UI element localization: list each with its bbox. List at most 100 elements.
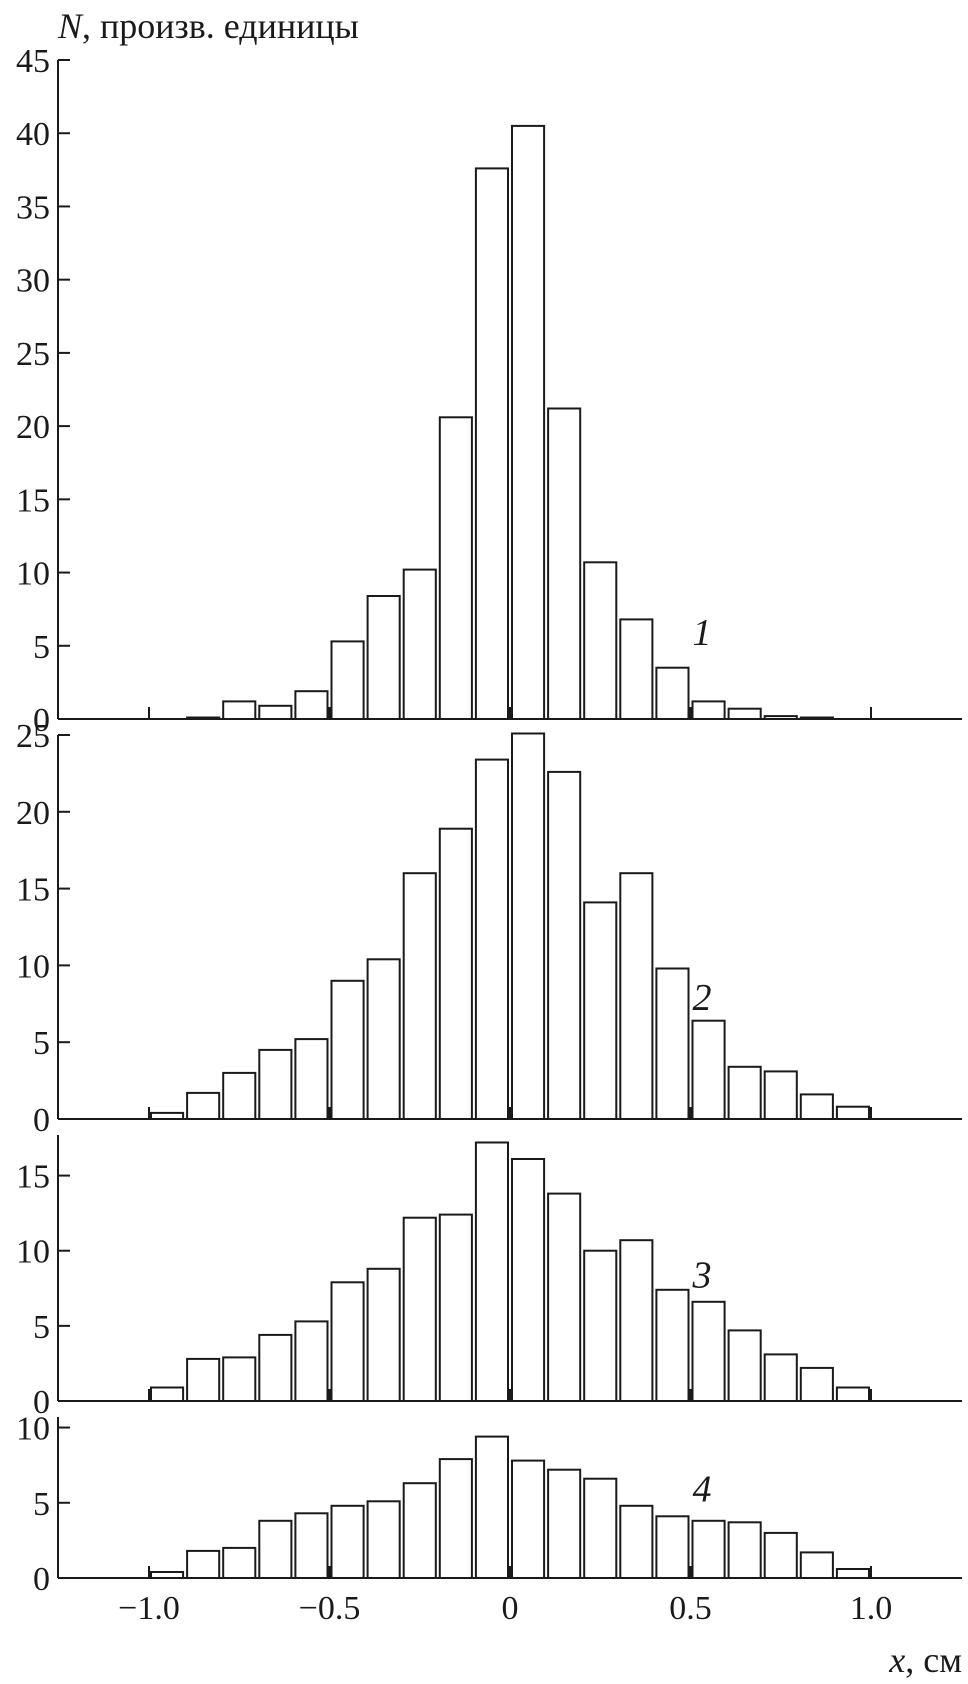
y-tick-label: 0 — [33, 702, 50, 739]
bar — [583, 1477, 618, 1579]
histogram-panel-3: 0 5 10 15 3 — [16, 1135, 962, 1421]
bar — [511, 1459, 546, 1579]
bar — [799, 1366, 834, 1403]
bar — [547, 770, 582, 1121]
y-tick-label: 25 — [16, 336, 50, 373]
y-tick-label: 0 — [33, 1102, 50, 1139]
bar — [402, 872, 437, 1121]
bar — [619, 1239, 654, 1402]
y-tick-label: 10 — [16, 1411, 50, 1448]
bar — [619, 872, 654, 1121]
y-tick-label: 15 — [16, 872, 50, 909]
x-axis-title: x, см — [888, 1640, 962, 1680]
bar — [294, 1512, 329, 1580]
curve-label: 2 — [693, 977, 712, 1019]
bar — [258, 1048, 293, 1121]
bar — [402, 1482, 437, 1579]
bar — [330, 640, 365, 721]
bar — [727, 1065, 762, 1121]
bar — [474, 167, 509, 720]
bar — [294, 690, 329, 721]
bar — [366, 1267, 401, 1403]
bar — [402, 1216, 437, 1402]
y-axis-units: , произв. единицы — [82, 6, 359, 46]
bar — [186, 1091, 221, 1121]
y-tick-label: 35 — [16, 189, 50, 226]
bar — [511, 124, 546, 720]
bar — [691, 700, 726, 721]
x-tick-label: −0.5 — [299, 1590, 361, 1627]
bar — [186, 1357, 221, 1403]
bar — [474, 1435, 509, 1579]
y-tick-label: 10 — [16, 556, 50, 593]
y-tick-label: 0 — [33, 1561, 50, 1598]
y-tick-label: 15 — [16, 1159, 50, 1196]
bar — [330, 979, 365, 1120]
y-axis-symbol: N — [57, 6, 84, 46]
bar — [583, 561, 618, 720]
bar — [835, 1105, 871, 1120]
bar — [222, 1356, 257, 1403]
bar — [835, 1386, 871, 1402]
y-tick-label: 5 — [33, 1025, 50, 1062]
bar — [258, 1333, 293, 1403]
bar — [583, 901, 618, 1121]
bar — [691, 1519, 726, 1580]
y-tick-label: 5 — [33, 629, 50, 666]
panels: 0510152025303540451051015202520510153051… — [16, 43, 962, 1627]
y-tick-label: 5 — [33, 1309, 50, 1346]
bar — [294, 1320, 329, 1403]
histogram-panel-2: 0 5 10 15 20 25 2 — [16, 718, 962, 1139]
bar — [763, 1070, 798, 1121]
y-tick-label: 15 — [16, 482, 50, 519]
y-tick-label: 10 — [16, 1234, 50, 1271]
bar — [835, 1568, 871, 1579]
bar — [511, 732, 546, 1120]
curve-label: 1 — [693, 612, 712, 654]
bar — [474, 758, 509, 1120]
bar — [294, 1038, 329, 1120]
bar — [222, 1071, 257, 1121]
bar — [763, 1353, 798, 1403]
x-tick-label: 1.0 — [850, 1590, 893, 1627]
bar — [511, 1158, 546, 1402]
bar — [799, 1093, 834, 1121]
bar — [763, 1531, 798, 1580]
bar — [727, 1521, 762, 1580]
bar — [222, 1546, 257, 1580]
bar — [547, 1468, 582, 1579]
curve-label: 4 — [693, 1469, 712, 1511]
x-tick-label: 0.5 — [669, 1590, 712, 1627]
bar — [366, 595, 401, 720]
bar — [330, 1281, 365, 1403]
bar — [655, 1288, 690, 1403]
y-tick-label: 10 — [16, 948, 50, 985]
bar — [438, 416, 473, 720]
bar — [222, 700, 257, 721]
bar — [799, 1551, 834, 1580]
y-tick-label: 20 — [16, 795, 50, 832]
y-tick-label: 0 — [33, 1384, 50, 1421]
bar — [438, 1458, 473, 1579]
bar — [258, 1519, 293, 1580]
bar — [547, 407, 582, 720]
x-tick-labels: −1.0 −0.5 0 0.5 1.0 — [118, 1590, 892, 1627]
curve-label: 3 — [692, 1254, 712, 1296]
bar — [619, 1504, 654, 1580]
x-axis-units: , см — [905, 1640, 962, 1680]
bar — [655, 666, 690, 721]
bar — [547, 1192, 582, 1402]
bar — [691, 1300, 726, 1403]
histogram-panel-4: 0 5 10 4 — [16, 1411, 962, 1598]
x-axis-symbol: x — [888, 1640, 905, 1680]
bar — [186, 1549, 221, 1580]
x-tick-label: −1.0 — [118, 1590, 180, 1627]
bar — [583, 1249, 618, 1402]
y-tick-label: 30 — [16, 263, 50, 300]
bar — [655, 967, 690, 1120]
bar — [727, 707, 762, 721]
y-tick-label: 25 — [16, 718, 50, 755]
bar — [330, 1504, 365, 1580]
bar — [619, 618, 654, 721]
